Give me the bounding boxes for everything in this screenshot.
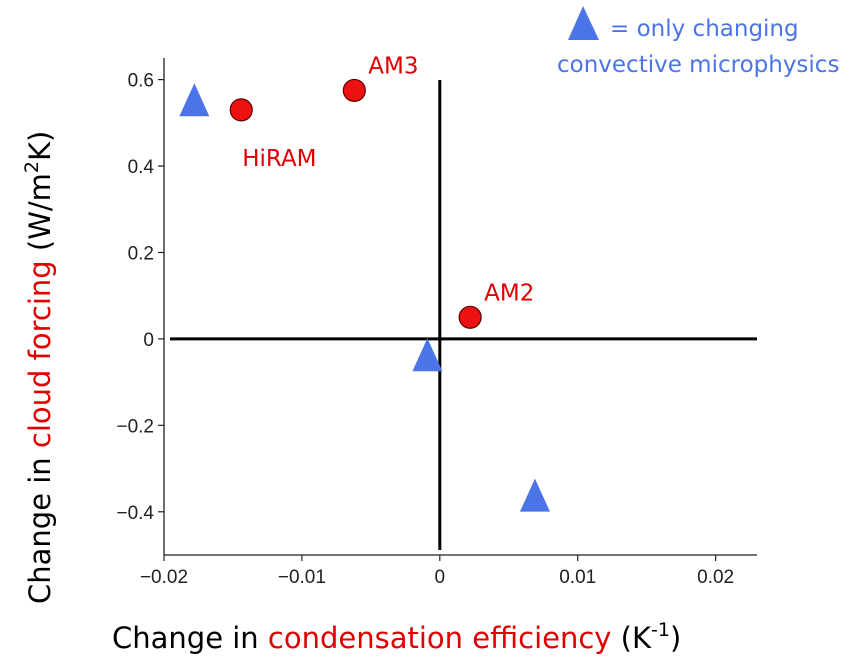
legend-triangle-icon <box>568 6 599 40</box>
y-axis-title-unit: (W/m <box>23 173 57 260</box>
y-tick-label: 0.4 <box>128 157 155 178</box>
blue-triangle-marker <box>519 478 550 512</box>
x-tick-label: −0.01 <box>278 567 326 588</box>
tick-labels: 0.6 0.4 0.2 0 −0.2 −0.4 −0.02 −0.01 0 0.01 0.02 <box>116 71 734 588</box>
y-tick-label: 0.2 <box>128 243 154 264</box>
data-labels: HiRAM AM3 AM2 <box>242 53 534 306</box>
x-axis-title-unit-end: ) <box>670 621 681 655</box>
legend-line-2: convective microphysics <box>557 52 839 78</box>
y-axis-title-unit-end: K) <box>23 131 57 161</box>
y-axis-title-highlight: cloud forcing <box>23 260 57 448</box>
red-circle-marker <box>229 98 253 122</box>
y-axis-title-unit-sup: 2 <box>21 161 43 173</box>
model-label-am3: AM3 <box>368 53 418 79</box>
axes-frame <box>158 58 757 561</box>
x-tick-label: −0.02 <box>140 567 188 588</box>
red-circle-marker <box>342 78 366 103</box>
model-label-hiram: HiRAM <box>242 146 316 172</box>
x-axis-title-unit-sup: -1 <box>651 619 670 641</box>
y-tick-label: 0.6 <box>128 71 154 92</box>
x-axis-title-unit: (K <box>611 621 652 655</box>
x-axis-title-highlight: condensation efficiency <box>268 621 612 655</box>
y-tick-label: 0 <box>143 330 154 351</box>
blue-triangle-marker <box>179 83 210 117</box>
y-axis-title: Change in cloud forcing (W/m2K) <box>21 131 57 604</box>
data-markers <box>179 78 550 512</box>
x-axis-title: Change in condensation efficiency (K-1) <box>112 619 681 655</box>
y-tick-label: −0.2 <box>116 416 154 437</box>
y-axis-title-prefix: Change in <box>23 448 57 604</box>
blue-triangle-marker <box>412 338 443 372</box>
x-tick-label: 0.02 <box>697 567 734 588</box>
red-circle-marker <box>458 305 482 329</box>
x-tick-label: 0.01 <box>559 567 596 588</box>
model-label-am2: AM2 <box>484 280 534 306</box>
legend-line-1: = only changing <box>610 16 799 42</box>
y-tick-label: −0.4 <box>116 503 154 524</box>
x-tick-label: 0 <box>435 567 446 588</box>
legend: = only changing convective microphysics <box>557 6 839 78</box>
x-axis-title-prefix: Change in <box>112 621 268 655</box>
